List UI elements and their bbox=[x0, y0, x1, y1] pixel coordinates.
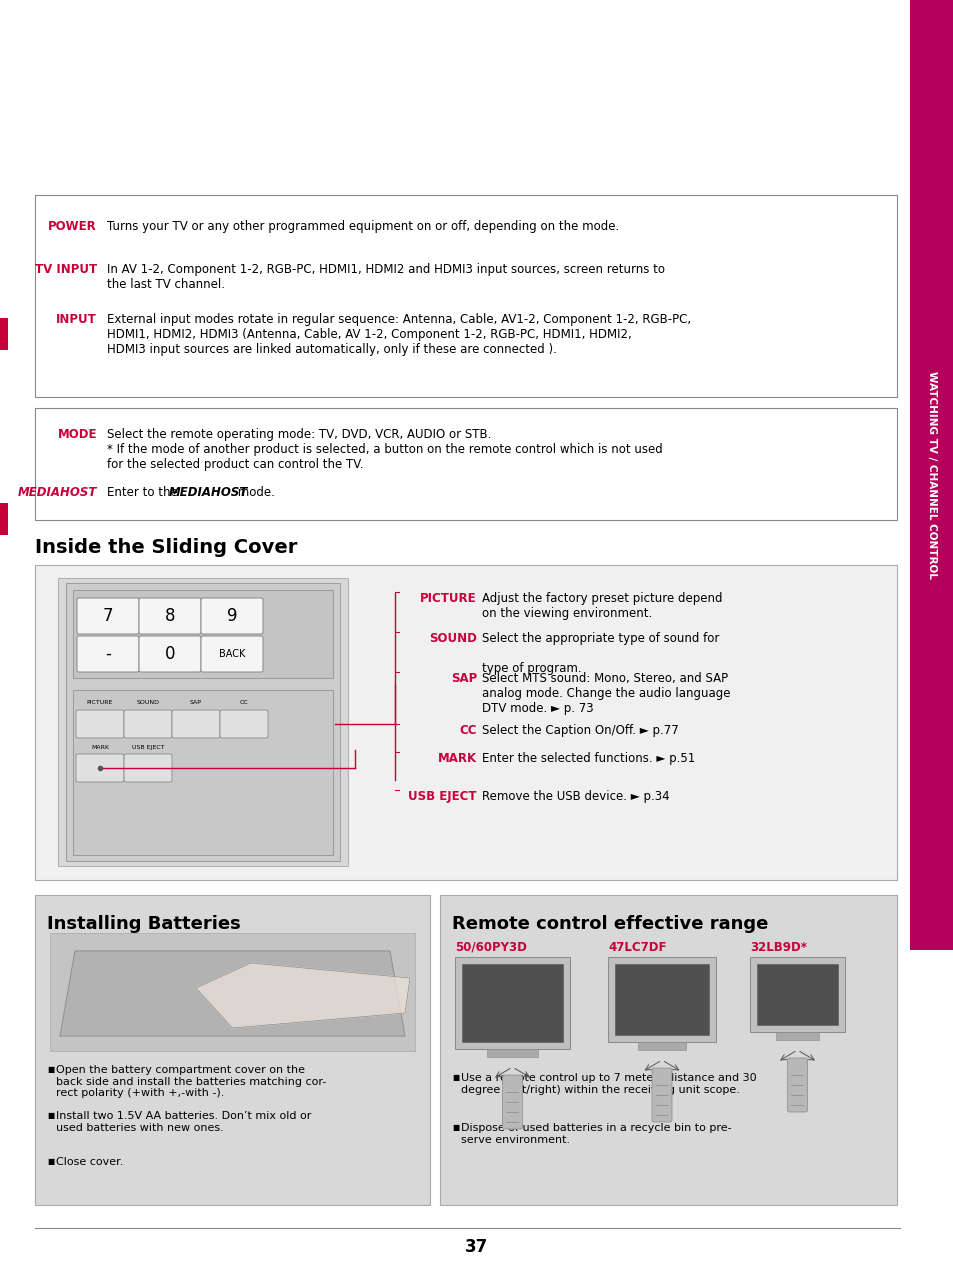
Text: ■: ■ bbox=[47, 1110, 54, 1121]
Text: Installing Batteries: Installing Batteries bbox=[47, 915, 240, 932]
Bar bbox=[776, 1032, 818, 1040]
Text: Select MTS sound: Mono, Stereo, and SAP
analog mode. Change the audio language
D: Select MTS sound: Mono, Stereo, and SAP … bbox=[481, 672, 730, 715]
Text: ■: ■ bbox=[47, 1065, 54, 1074]
Text: MARK: MARK bbox=[91, 745, 109, 750]
Text: ■: ■ bbox=[452, 1074, 458, 1082]
FancyBboxPatch shape bbox=[201, 636, 263, 672]
Text: BACK: BACK bbox=[218, 649, 245, 659]
Text: -: - bbox=[105, 645, 111, 663]
FancyBboxPatch shape bbox=[220, 710, 268, 738]
Bar bbox=[486, 1049, 537, 1057]
Bar bbox=[35, 565, 896, 880]
FancyBboxPatch shape bbox=[77, 598, 139, 633]
Text: Close cover.: Close cover. bbox=[56, 1158, 123, 1166]
FancyBboxPatch shape bbox=[76, 754, 124, 782]
Text: Open the battery compartment cover on the
back side and install the batteries ma: Open the battery compartment cover on th… bbox=[56, 1065, 326, 1098]
FancyBboxPatch shape bbox=[172, 710, 220, 738]
Text: 50/60PY3D: 50/60PY3D bbox=[455, 941, 526, 954]
Bar bbox=[455, 957, 569, 1049]
Text: Install two 1.5V AA batteries. Don’t mix old or
used batteries with new ones.: Install two 1.5V AA batteries. Don’t mix… bbox=[56, 1110, 311, 1132]
FancyBboxPatch shape bbox=[651, 1068, 671, 1122]
Text: Inside the Sliding Cover: Inside the Sliding Cover bbox=[35, 538, 297, 557]
Bar bbox=[0, 502, 8, 536]
FancyBboxPatch shape bbox=[124, 710, 172, 738]
Text: Enter to the: Enter to the bbox=[107, 486, 185, 499]
Text: Remove the USB device. ► p.34: Remove the USB device. ► p.34 bbox=[481, 790, 669, 803]
Text: Use a remote control up to 7 meters distance and 30
degree (left/right) within t: Use a remote control up to 7 meters dist… bbox=[460, 1074, 756, 1095]
Text: CC: CC bbox=[239, 700, 248, 705]
Text: 9: 9 bbox=[227, 607, 237, 625]
Text: MEDIAHOST: MEDIAHOST bbox=[17, 486, 97, 499]
FancyBboxPatch shape bbox=[502, 1075, 522, 1130]
Text: Dispose of used batteries in a recycle bin to pre-
serve environment.: Dispose of used batteries in a recycle b… bbox=[460, 1123, 731, 1145]
Bar bbox=[58, 577, 348, 866]
Bar bbox=[35, 408, 896, 520]
Text: External input modes rotate in regular sequence: Antenna, Cable, AV1-2, Componen: External input modes rotate in regular s… bbox=[107, 313, 690, 356]
Polygon shape bbox=[60, 951, 405, 1035]
Bar bbox=[66, 583, 339, 861]
Bar bbox=[607, 957, 716, 1042]
Text: TV INPUT: TV INPUT bbox=[35, 263, 97, 276]
Polygon shape bbox=[195, 963, 410, 1028]
Bar bbox=[35, 195, 896, 397]
Bar bbox=[909, 0, 953, 950]
Text: CC: CC bbox=[459, 724, 476, 736]
Text: mode.: mode. bbox=[233, 486, 274, 499]
Text: WATCHING TV / CHANNEL CONTROL: WATCHING TV / CHANNEL CONTROL bbox=[926, 371, 936, 579]
Text: Adjust the factory preset picture depend
on the viewing environment.: Adjust the factory preset picture depend… bbox=[481, 591, 721, 619]
Bar bbox=[637, 1042, 685, 1049]
Text: 37: 37 bbox=[465, 1238, 488, 1255]
Bar bbox=[73, 689, 333, 855]
Text: MODE: MODE bbox=[57, 427, 97, 441]
Text: PICTURE: PICTURE bbox=[87, 700, 113, 705]
FancyBboxPatch shape bbox=[77, 636, 139, 672]
FancyBboxPatch shape bbox=[124, 754, 172, 782]
FancyBboxPatch shape bbox=[139, 598, 201, 633]
Text: Remote control effective range: Remote control effective range bbox=[452, 915, 767, 932]
Text: In AV 1-2, Component 1-2, RGB-PC, HDMI1, HDMI2 and HDMI3 input sources, screen r: In AV 1-2, Component 1-2, RGB-PC, HDMI1,… bbox=[107, 263, 664, 291]
Text: MEDIAHOST: MEDIAHOST bbox=[169, 486, 248, 499]
Text: PICTURE: PICTURE bbox=[420, 591, 476, 605]
Bar bbox=[757, 964, 837, 1025]
FancyBboxPatch shape bbox=[201, 598, 263, 633]
FancyBboxPatch shape bbox=[76, 710, 124, 738]
Text: INPUT: INPUT bbox=[56, 313, 97, 326]
Text: 7: 7 bbox=[103, 607, 113, 625]
Text: 32LB9D*: 32LB9D* bbox=[749, 941, 806, 954]
Text: USB EJECT: USB EJECT bbox=[408, 790, 476, 803]
Text: Select the Caption On/Off. ► p.77: Select the Caption On/Off. ► p.77 bbox=[481, 724, 678, 736]
Text: USB EJECT: USB EJECT bbox=[132, 745, 164, 750]
Text: SAP: SAP bbox=[190, 700, 202, 705]
Text: SAP: SAP bbox=[450, 672, 476, 686]
Text: POWER: POWER bbox=[49, 220, 97, 233]
Text: 8: 8 bbox=[165, 607, 175, 625]
Text: Enter the selected functions. ► p.51: Enter the selected functions. ► p.51 bbox=[481, 752, 695, 764]
Bar bbox=[73, 590, 333, 678]
Text: 0: 0 bbox=[165, 645, 175, 663]
Bar bbox=[749, 957, 844, 1032]
FancyBboxPatch shape bbox=[786, 1058, 806, 1112]
Bar bbox=[461, 964, 562, 1042]
Text: ■: ■ bbox=[452, 1123, 458, 1132]
Text: SOUND: SOUND bbox=[136, 700, 159, 705]
Text: ■: ■ bbox=[47, 1158, 54, 1166]
Bar bbox=[50, 932, 415, 1051]
Text: MARK: MARK bbox=[437, 752, 476, 764]
Text: Select the remote operating mode: TV, DVD, VCR, AUDIO or STB.
* If the mode of a: Select the remote operating mode: TV, DV… bbox=[107, 427, 662, 471]
Bar bbox=[0, 318, 8, 350]
Text: Select the appropriate type of sound for

type of program.: Select the appropriate type of sound for… bbox=[481, 632, 719, 675]
Bar bbox=[615, 964, 708, 1035]
Text: Turns your TV or any other programmed equipment on or off, depending on the mode: Turns your TV or any other programmed eq… bbox=[107, 220, 618, 233]
Text: 47LC7DF: 47LC7DF bbox=[607, 941, 666, 954]
FancyBboxPatch shape bbox=[139, 636, 201, 672]
Text: SOUND: SOUND bbox=[429, 632, 476, 645]
Bar bbox=[35, 895, 430, 1205]
Bar bbox=[439, 895, 896, 1205]
